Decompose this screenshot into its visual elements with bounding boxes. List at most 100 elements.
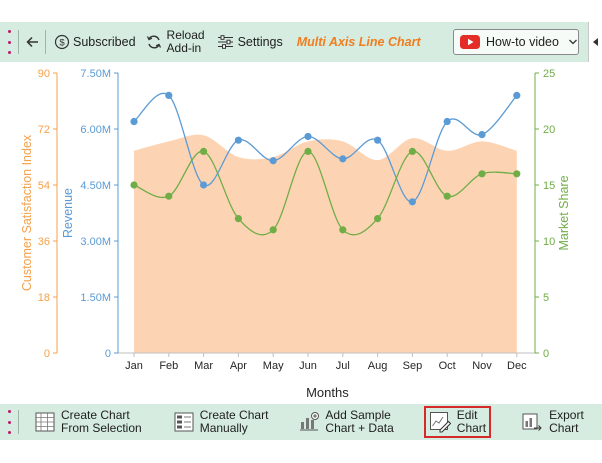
revenue-axis-title: Revenue [61, 188, 75, 238]
chart-type-title: Multi Axis Line Chart [296, 35, 421, 49]
market-share-point [130, 181, 138, 189]
toolbar-separator [18, 410, 19, 434]
caret-left-icon [592, 38, 598, 46]
csi-axis-tick-label: 0 [44, 348, 50, 360]
csi-axis-tick-label: 36 [38, 236, 50, 248]
dollar-circle-icon: $ [54, 34, 70, 50]
toolbar-separator [45, 30, 46, 54]
market-share-axis-tick-label: 25 [543, 68, 555, 80]
subscribed-button[interactable]: $ Subscribed [54, 34, 136, 50]
csi-axis-title: Customer Satisfaction Index [20, 134, 34, 291]
revenue-point [339, 155, 347, 163]
revenue-point [269, 157, 277, 165]
drag-handle-icon[interactable] [4, 30, 14, 54]
form-table-icon [174, 412, 194, 432]
market-share-point [269, 226, 277, 234]
add-sample-line2: Chart + Data [325, 421, 394, 435]
csi-axis-tick-label: 90 [38, 68, 50, 80]
settings-label: Settings [237, 35, 283, 49]
revenue-point [374, 136, 382, 144]
csi-axis-tick-label: 72 [38, 124, 50, 136]
csi-axis-tick-label: 18 [38, 292, 50, 304]
market-share-point [200, 147, 208, 155]
market-share-point [408, 147, 416, 155]
revenue-axis-tick-label: 7.50M [80, 68, 111, 80]
revenue-axis-tick-label: 3.00M [80, 236, 111, 248]
market-share-axis-title: Market Share [557, 175, 571, 250]
youtube-icon [460, 35, 480, 49]
create-manually-line1: Create Chart [199, 408, 269, 422]
sample-chart-icon [300, 412, 320, 431]
drag-handle-icon[interactable] [4, 410, 14, 434]
revenue-point [513, 91, 521, 99]
market-share-point [443, 192, 451, 200]
create-chart-from-selection-button[interactable]: Create Chart From Selection [35, 409, 142, 435]
revenue-axis-tick-label: 6.00M [80, 124, 111, 136]
x-tick-label: Dec [507, 360, 527, 372]
reload-label-line2: Add-in [166, 41, 202, 55]
back-button[interactable] [25, 34, 41, 50]
edit-chart-line1: Edit [456, 408, 478, 422]
x-tick-label: Aug [368, 360, 388, 372]
export-chart-icon [522, 413, 542, 431]
add-sample-line1: Add Sample [325, 408, 391, 422]
revenue-axis-tick-label: 1.50M [80, 292, 111, 304]
add-sample-chart-button[interactable]: Add Sample Chart + Data [298, 408, 394, 435]
revenue-point [234, 136, 242, 144]
howto-video-label: How-to video [486, 35, 559, 49]
x-tick-label: Sep [403, 360, 423, 372]
reload-addin-button[interactable]: Reload Add-in [145, 29, 205, 55]
x-tick-label: Jun [299, 360, 317, 372]
market-share-point [339, 226, 347, 234]
settings-button[interactable]: Settings [217, 34, 283, 50]
subscribed-label: Subscribed [73, 35, 136, 49]
edit-chart-button[interactable]: Edit Chart [423, 406, 492, 438]
revenue-point [165, 91, 173, 99]
market-share-axis-tick-label: 0 [543, 348, 549, 360]
revenue-axis-tick-label: 4.50M [80, 180, 111, 192]
market-share-point [165, 192, 173, 200]
x-tick-label: Oct [439, 360, 456, 372]
multi-axis-chart: Jan Feb Mar Apr May Jun Jul Aug Sep Oct Nov Dec Mont… [20, 68, 571, 400]
csi-axis-tick-label: 54 [38, 180, 50, 192]
revenue-point [478, 131, 486, 139]
x-tick-label: May [263, 360, 284, 372]
revenue-point [304, 132, 312, 141]
market-share-point [374, 215, 382, 223]
howto-video-dropdown[interactable]: How-to video [453, 29, 579, 55]
bottom-toolbar: Create Chart From Selection Create Chart… [0, 404, 602, 440]
sliders-icon [217, 35, 233, 49]
create-from-selection-line1: Create Chart [61, 408, 130, 422]
edit-chart-icon [429, 412, 451, 433]
x-axis-title: Months [306, 385, 349, 400]
toolbar-separator [18, 30, 19, 54]
csi-area [134, 134, 517, 353]
collapse-panel-button[interactable] [588, 22, 602, 62]
create-manually-line2: Manually [199, 421, 248, 435]
edit-chart-line2: Chart [456, 421, 487, 435]
reload-label-line1: Reload [166, 28, 205, 42]
revenue-point [408, 198, 416, 206]
arrow-left-icon [26, 36, 38, 48]
create-from-selection-line2: From Selection [61, 421, 142, 435]
market-share-axis-tick-label: 10 [543, 236, 555, 248]
market-share-point [478, 170, 486, 178]
market-share-axis-tick-label: 20 [543, 124, 555, 136]
market-share-point [304, 147, 312, 155]
x-tick-label: Mar [194, 360, 213, 372]
market-share-point [513, 170, 521, 178]
reload-icon [146, 35, 161, 49]
export-chart-line2: Chart [549, 421, 579, 435]
revenue-point [443, 117, 451, 126]
x-tick-label: Feb [159, 360, 178, 372]
top-toolbar: $ Subscribed Reload Add-in Settings Mult… [0, 22, 602, 62]
x-tick-label: Jan [125, 360, 143, 372]
x-tick-label: Nov [472, 360, 492, 372]
revenue-point [200, 181, 208, 189]
market-share-point [234, 215, 242, 223]
svg-text:$: $ [59, 38, 65, 49]
export-chart-button[interactable]: Export Chart [521, 409, 584, 435]
create-chart-manually-button[interactable]: Create Chart Manually [174, 408, 269, 435]
revenue-axis-tick-label: 0 [105, 348, 111, 360]
